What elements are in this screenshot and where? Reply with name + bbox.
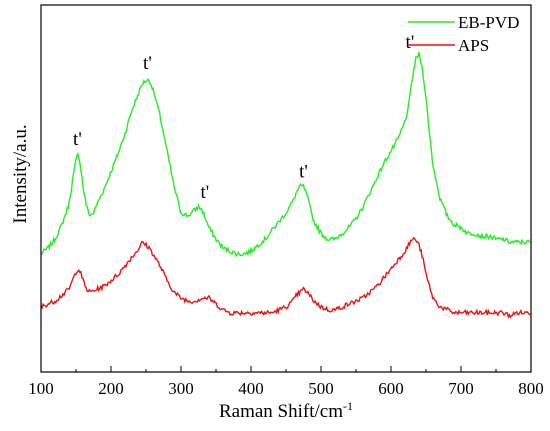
- series-line-aps: [40, 236, 531, 319]
- y-axis-label: Intensity/a.u.: [10, 124, 31, 223]
- peak-label: t': [299, 162, 308, 183]
- legend-label: EB-PVD: [458, 13, 519, 32]
- x-tick-label: 700: [448, 379, 474, 398]
- x-tick-label: 400: [238, 379, 264, 398]
- peak-label: t': [200, 182, 209, 203]
- legend-label: APS: [458, 36, 489, 55]
- plot-frame: [40, 4, 532, 373]
- x-axis: 100 200 300 400 500 600 700 800: [28, 366, 544, 398]
- series-line-eb-pvd: [40, 51, 531, 258]
- peak-label: t': [143, 53, 152, 74]
- x-tick-label: 600: [378, 379, 404, 398]
- x-axis-label: Raman Shift/cm-1: [219, 399, 353, 422]
- peak-label: t': [406, 32, 415, 53]
- peak-label: t': [73, 129, 82, 150]
- legend: EB-PVD APS: [408, 13, 519, 55]
- x-tick-label: 300: [168, 379, 194, 398]
- x-tick-label: 100: [28, 379, 54, 398]
- plot-area: [40, 51, 531, 319]
- x-tick-label: 500: [308, 379, 334, 398]
- x-tick-label: 800: [518, 379, 544, 398]
- x-tick-label: 200: [98, 379, 124, 398]
- peak-annotations: t' t' t' t' t': [73, 32, 414, 203]
- x-axis-label-superscript: -1: [343, 399, 353, 413]
